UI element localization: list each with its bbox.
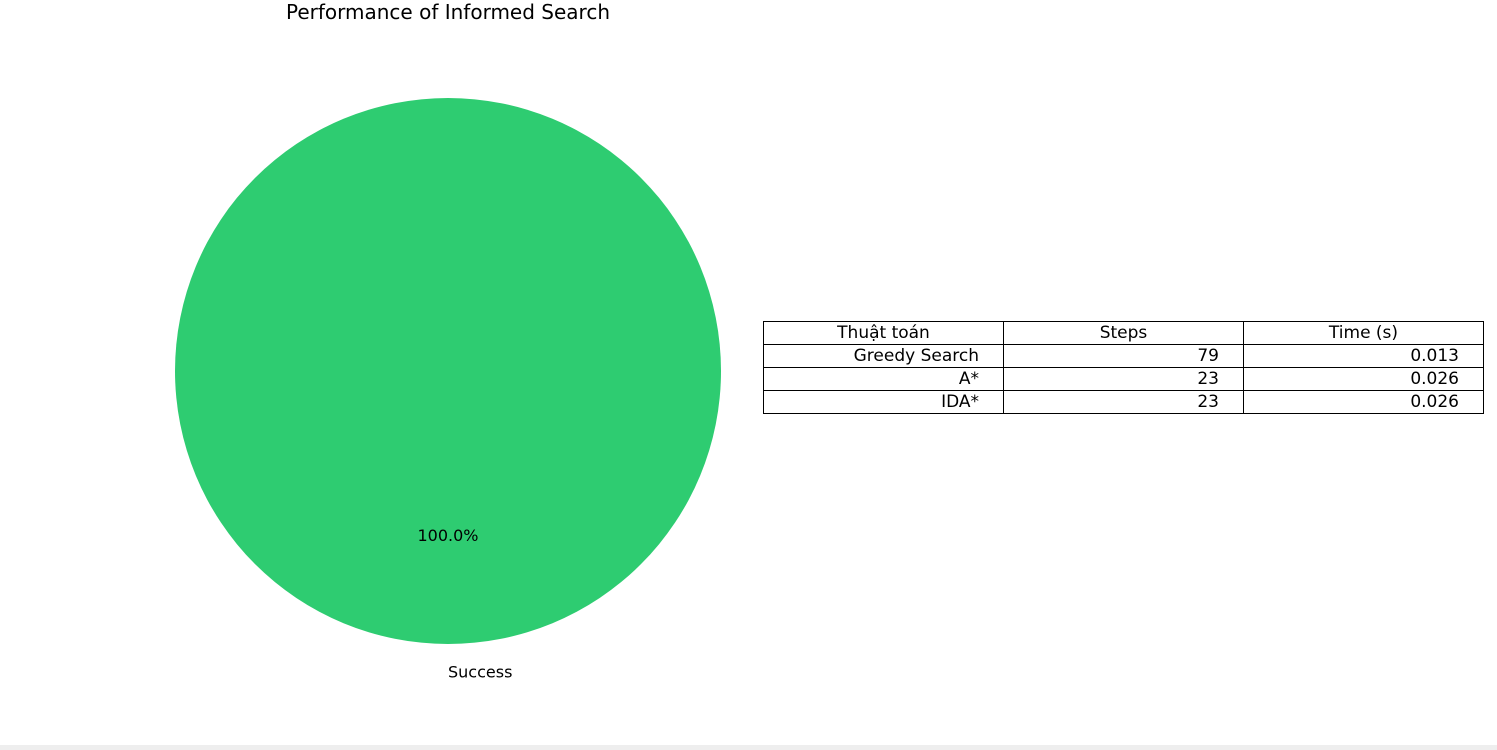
table-cell-algorithm: Greedy Search: [763, 344, 1004, 368]
table-cell-steps: 23: [1003, 390, 1244, 414]
table-row: IDA* 23 0.026: [763, 390, 1484, 414]
table-cell-time: 0.026: [1243, 367, 1484, 391]
pie-slice-label: Success: [448, 662, 512, 681]
table-cell-time: 0.013: [1243, 344, 1484, 368]
bottom-edge-bar: [0, 745, 1497, 750]
pie-slice: [175, 98, 721, 644]
pie-chart: 100.0% Success: [175, 98, 721, 681]
table-cell-algorithm: A*: [763, 367, 1004, 391]
results-table: Thuật toán Steps Time (s) Greedy Search …: [763, 321, 1484, 414]
column-header-algorithm: Thuật toán: [763, 321, 1004, 345]
column-header-steps: Steps: [1003, 321, 1244, 345]
table-header-row: Thuật toán Steps Time (s): [763, 321, 1484, 345]
table-row: A* 23 0.026: [763, 367, 1484, 391]
table-cell-algorithm: IDA*: [763, 390, 1004, 414]
table-cell-time: 0.026: [1243, 390, 1484, 414]
table-row: Greedy Search 79 0.013: [763, 344, 1484, 368]
table-cell-steps: 79: [1003, 344, 1244, 368]
column-header-time: Time (s): [1243, 321, 1484, 345]
pie-percent-label: 100.0%: [417, 526, 478, 545]
table-cell-steps: 23: [1003, 367, 1244, 391]
chart-title: Performance of Informed Search: [285, 0, 610, 24]
